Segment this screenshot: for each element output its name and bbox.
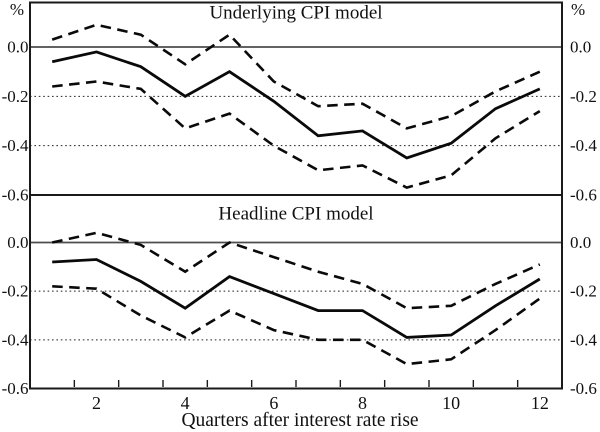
x-tick-label: 10 xyxy=(442,393,460,413)
central-estimate-line xyxy=(51,50,541,160)
confidence-band-line xyxy=(51,231,541,310)
x-tick-label: 12 xyxy=(531,393,549,413)
confidence-band-line xyxy=(52,285,541,366)
confidence-band-line xyxy=(52,80,541,189)
unit-label-left: % xyxy=(10,0,24,19)
y-tick-label-left: 0.0 xyxy=(7,233,28,252)
y-tick-label-left: -0.4 xyxy=(2,136,29,155)
y-tick-label-right: 0.0 xyxy=(570,38,591,57)
y-tick-label-right: -0.4 xyxy=(570,330,597,349)
x-axis-title: Quarters after interest rate rise xyxy=(181,410,418,431)
y-tick-label-right: -0.6 xyxy=(570,186,597,205)
y-tick-label-left: -0.6 xyxy=(2,186,29,205)
gridlines xyxy=(30,46,562,341)
y-tick-label-left: 0.0 xyxy=(7,38,28,57)
series-lines xyxy=(51,23,541,366)
y-tick-label-right: -0.6 xyxy=(570,379,597,398)
x-tick-label: 8 xyxy=(358,393,367,413)
panel-title-headline: Headline CPI model xyxy=(218,204,373,225)
central-estimate-line xyxy=(52,258,541,339)
confidence-band-line xyxy=(51,23,541,130)
x-tick-label: 6 xyxy=(269,393,278,413)
axis-tick-labels: 0.0 0.0 -0.2 -0.2 -0.4 -0.4 -0.6 -0.6 0.0 0.0 -0.2… xyxy=(2,38,598,414)
plot-frame xyxy=(29,1,563,390)
y-tick-label-left: -0.2 xyxy=(2,282,29,301)
y-tick-label-right: 0.0 xyxy=(570,233,591,252)
x-tick-label: 4 xyxy=(181,393,190,413)
panel-title-underlying: Underlying CPI model xyxy=(209,3,382,24)
y-tick-label-right: -0.2 xyxy=(570,87,597,106)
y-tick-label-left: -0.6 xyxy=(2,379,29,398)
y-tick-label-left: -0.2 xyxy=(2,87,29,106)
unit-label-right: % xyxy=(571,0,585,19)
y-tick-label-left: -0.4 xyxy=(2,330,29,349)
y-tick-label-right: -0.2 xyxy=(570,282,597,301)
y-tick-label-right: -0.4 xyxy=(570,136,597,155)
x-tick-label: 2 xyxy=(92,393,101,413)
